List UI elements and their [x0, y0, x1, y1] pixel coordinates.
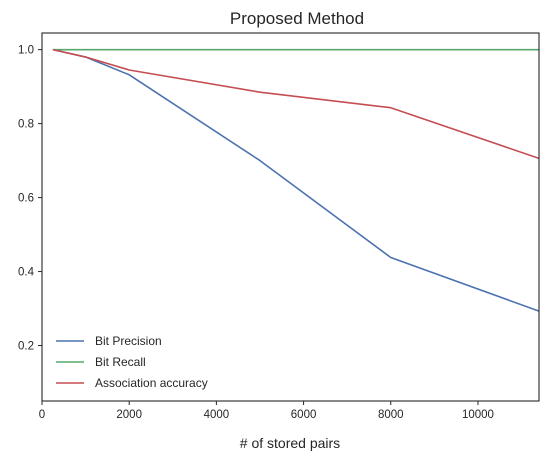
legend-label: Bit Recall	[95, 355, 146, 369]
y-tick-label: 0.2	[18, 341, 34, 353]
chart-legend: Bit Precision Bit Recall Association accur…	[56, 334, 208, 390]
y-tick-label: 0.4	[18, 267, 35, 279]
chart-title: Proposed Method	[230, 9, 364, 28]
y-tick-label: 1.0	[18, 45, 34, 57]
x-tick-label: 10000	[462, 409, 494, 421]
axes-frame	[41, 32, 540, 402]
y-tick-label: 0.8	[18, 119, 34, 131]
x-tick-label: 0	[39, 409, 45, 421]
x-tick-label: 8000	[378, 409, 404, 421]
legend-label: Association accuracy	[95, 376, 208, 390]
y-tick-label: 0.6	[18, 193, 34, 205]
x-axis-label: # of stored pairs	[240, 435, 340, 451]
plot-area: 0 2000 4000 6000 8000 10000 0.2 0.4 0.6 0.8 1.0	[18, 32, 540, 421]
x-tick-label: 6000	[291, 409, 317, 421]
legend-label: Bit Precision	[95, 334, 162, 348]
series-line-bit-precision	[52, 48, 540, 312]
x-tick-label: 4000	[204, 409, 230, 421]
series-line-association-accuracy	[52, 48, 540, 160]
x-tick-label: 2000	[116, 409, 142, 421]
